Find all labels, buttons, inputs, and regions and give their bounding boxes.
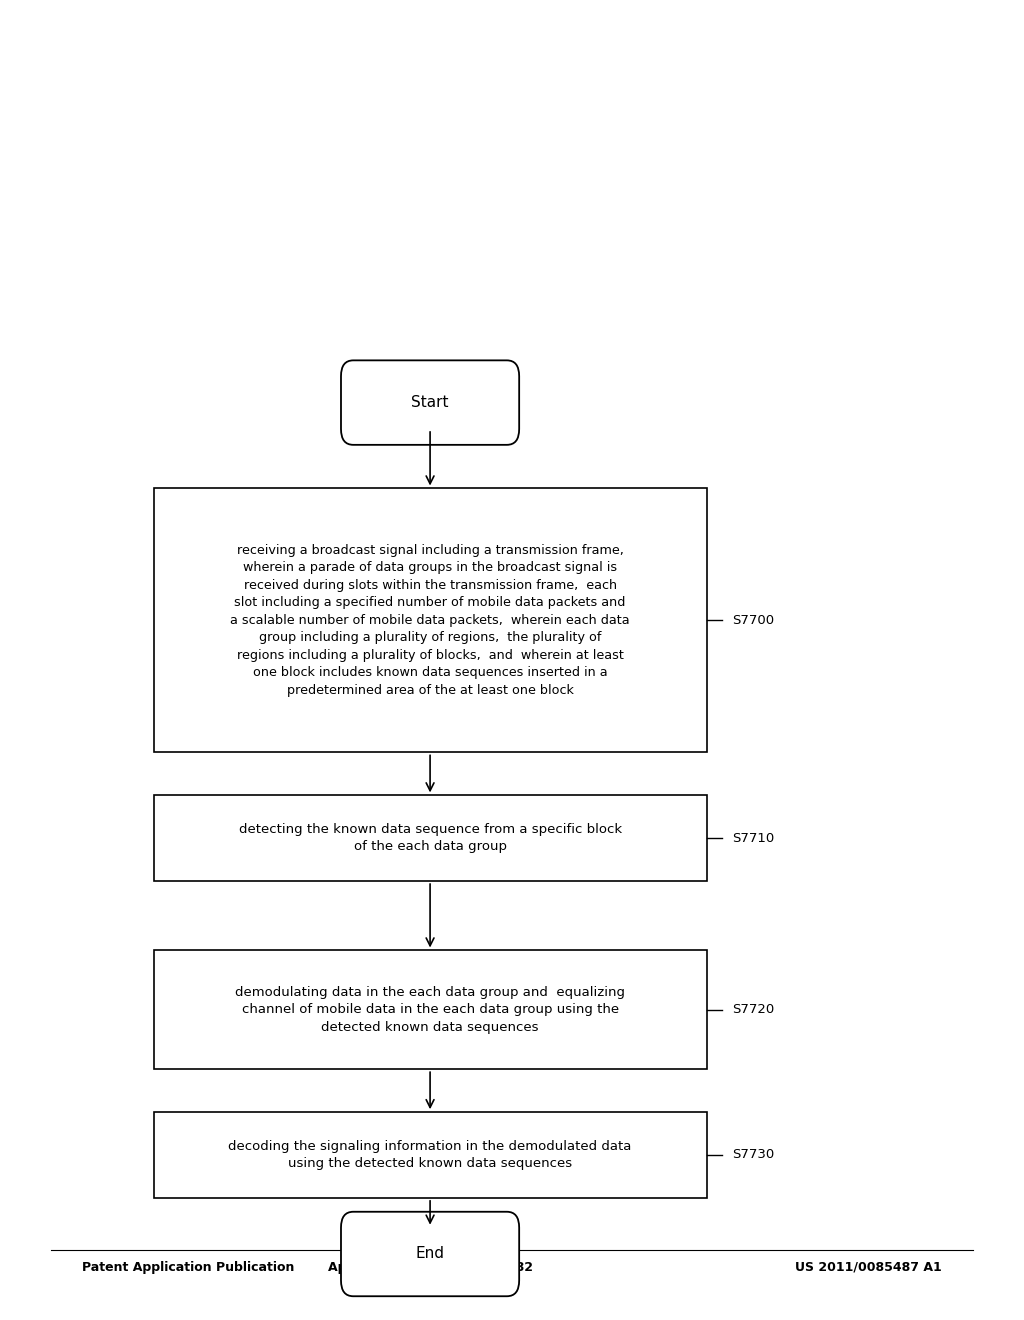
Text: S7700: S7700 bbox=[732, 614, 774, 627]
Bar bbox=[154, 1113, 707, 1199]
Text: S7730: S7730 bbox=[732, 1148, 774, 1162]
Text: Start: Start bbox=[412, 395, 449, 411]
Text: FIG. 77: FIG. 77 bbox=[366, 1154, 495, 1183]
FancyBboxPatch shape bbox=[341, 360, 519, 445]
FancyBboxPatch shape bbox=[341, 1212, 519, 1296]
Bar bbox=[154, 950, 707, 1069]
Text: US 2011/0085487 A1: US 2011/0085487 A1 bbox=[796, 1261, 942, 1274]
Text: Apr. 14, 2011  Sheet 81 of 82: Apr. 14, 2011 Sheet 81 of 82 bbox=[328, 1261, 532, 1274]
Text: demodulating data in the each data group and  equalizing
channel of mobile data : demodulating data in the each data group… bbox=[236, 986, 625, 1034]
Text: Patent Application Publication: Patent Application Publication bbox=[82, 1261, 294, 1274]
Text: decoding the signaling information in the demodulated data
using the detected kn: decoding the signaling information in th… bbox=[228, 1139, 632, 1171]
Bar bbox=[154, 488, 707, 752]
Bar bbox=[154, 795, 707, 882]
Text: receiving a broadcast signal including a transmission frame,
wherein a parade of: receiving a broadcast signal including a… bbox=[230, 544, 630, 697]
Text: detecting the known data sequence from a specific block
of the each data group: detecting the known data sequence from a… bbox=[239, 822, 622, 854]
Text: End: End bbox=[416, 1246, 444, 1262]
Text: S7720: S7720 bbox=[732, 1003, 774, 1016]
Text: S7710: S7710 bbox=[732, 832, 774, 845]
